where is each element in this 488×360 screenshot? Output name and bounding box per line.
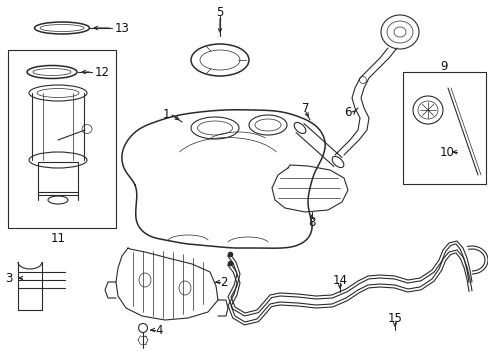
Text: 15: 15 bbox=[387, 311, 402, 324]
Text: 7: 7 bbox=[302, 102, 309, 114]
Bar bbox=[38, 162, 78, 192]
Text: 6: 6 bbox=[343, 105, 351, 118]
Text: 11: 11 bbox=[50, 231, 65, 244]
Text: 14: 14 bbox=[332, 274, 347, 287]
Text: 13: 13 bbox=[115, 22, 130, 35]
Bar bbox=[402, 72, 485, 184]
Text: 8: 8 bbox=[307, 216, 315, 229]
Text: 1: 1 bbox=[163, 108, 170, 122]
Text: 12: 12 bbox=[95, 66, 110, 78]
Text: 3: 3 bbox=[5, 271, 12, 284]
Bar bbox=[8, 50, 116, 228]
Text: 10: 10 bbox=[439, 145, 454, 158]
Text: 4: 4 bbox=[155, 324, 162, 337]
Text: 2: 2 bbox=[220, 275, 227, 288]
Text: 9: 9 bbox=[439, 59, 447, 72]
Text: 5: 5 bbox=[216, 5, 223, 18]
